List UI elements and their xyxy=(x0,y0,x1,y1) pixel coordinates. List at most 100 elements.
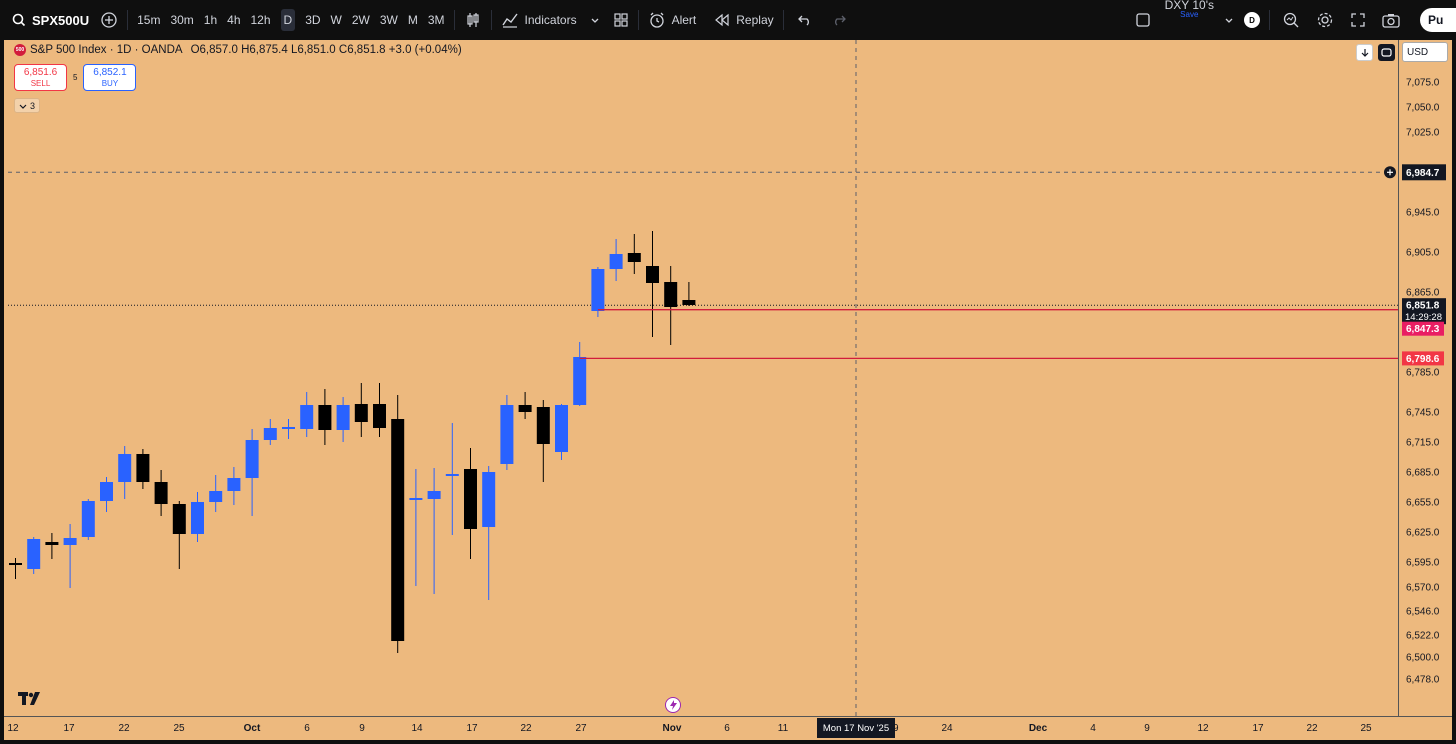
price-axis-tick: 6,522.0 xyxy=(1406,631,1440,642)
candle-body xyxy=(664,282,678,307)
event-flash-icon[interactable] xyxy=(665,697,681,713)
separator xyxy=(490,10,492,30)
time-axis-tick: 17 xyxy=(63,723,75,734)
price-axis-tick: 6,625.0 xyxy=(1406,528,1440,539)
plus-circle-icon xyxy=(101,12,117,28)
legend-ohlc: O6,857.0 H6,875.4 L6,851.0 C6,851.8 +3.0… xyxy=(190,44,462,56)
symbol-logo: 500 xyxy=(14,44,26,56)
publish-button[interactable]: Pu xyxy=(1420,8,1456,32)
fullscreen-button[interactable] xyxy=(1342,0,1374,40)
maximize-pane-button[interactable] xyxy=(1378,44,1395,61)
crosshair-price-badge xyxy=(1402,164,1446,181)
undo-button[interactable] xyxy=(788,0,822,40)
separator xyxy=(637,10,639,30)
candle-body xyxy=(191,502,204,534)
price-axis-tick: 6,905.0 xyxy=(1406,248,1440,259)
tradingview-logo-icon xyxy=(18,692,40,705)
time-axis-tick: 11 xyxy=(778,723,789,734)
maximize-icon xyxy=(1381,48,1392,57)
chevron-down-icon xyxy=(591,18,599,23)
quick-search-button[interactable] xyxy=(1274,0,1308,40)
candle-body xyxy=(81,501,95,537)
indicators-collapse-toggle[interactable]: 3 xyxy=(14,98,41,113)
candle-body xyxy=(591,269,605,311)
price-axis-tick: 7,050.0 xyxy=(1406,103,1440,114)
save-label[interactable]: Save xyxy=(1180,10,1199,19)
crosshair-price-label: 6,984.7 xyxy=(1406,168,1440,179)
symbol-search-button[interactable]: SPX500U xyxy=(0,13,95,28)
layout-name-button[interactable]: DXY 10's Save xyxy=(1160,0,1219,40)
price-axis-tick: 6,570.0 xyxy=(1406,583,1440,594)
time-axis-tick: 9 xyxy=(1144,723,1150,734)
scroll-to-latest-button[interactable] xyxy=(1356,44,1373,61)
layout-dropdown[interactable] xyxy=(1219,0,1239,40)
interval-3d[interactable]: 3D xyxy=(300,0,325,40)
redo-button[interactable] xyxy=(822,0,856,40)
candle-body xyxy=(500,405,514,464)
time-axis-tick: 17 xyxy=(466,723,478,734)
time-axis-tick: 4 xyxy=(1090,723,1096,734)
indicators-button[interactable]: Indicators xyxy=(496,0,582,40)
interval-15m[interactable]: 15m xyxy=(132,0,165,40)
interval-12h[interactable]: 12h xyxy=(246,0,276,40)
legend-title[interactable]: S&P 500 Index · 1D · OANDA xyxy=(30,44,183,56)
separator xyxy=(782,10,784,30)
layouts-button[interactable] xyxy=(608,0,634,40)
candle-body xyxy=(354,404,368,422)
time-axis-tick: 25 xyxy=(1360,723,1372,734)
spread-value: 5 xyxy=(73,73,78,82)
time-axis-tick: 24 xyxy=(941,723,953,734)
last-price-badge xyxy=(1402,298,1446,325)
interval-4h[interactable]: 4h xyxy=(222,0,245,40)
account-avatar[interactable]: D xyxy=(1239,0,1265,40)
replay-button[interactable]: Replay xyxy=(709,0,778,40)
price-axis-tick: 6,500.0 xyxy=(1406,653,1440,664)
interval-w[interactable]: W xyxy=(326,0,347,40)
chart-pane[interactable] xyxy=(4,40,1452,740)
candle-body xyxy=(409,498,423,500)
currency-select[interactable]: USD xyxy=(1402,42,1448,62)
snapshot-button[interactable] xyxy=(1374,0,1408,40)
compare-add-button[interactable] xyxy=(95,0,123,40)
time-axis-tick: 17 xyxy=(1252,723,1264,734)
layout-checkbox[interactable] xyxy=(1126,0,1160,40)
interval-m[interactable]: M xyxy=(403,0,423,40)
time-axis-tick: Dec xyxy=(1029,723,1048,734)
candle-body xyxy=(45,542,59,545)
interval-label: 4h xyxy=(227,13,241,27)
time-axis-tick: 9 xyxy=(359,723,365,734)
candle-body xyxy=(573,357,587,405)
alert-button[interactable]: Alert xyxy=(643,0,702,40)
candle-body xyxy=(154,482,168,504)
price-axis-tick: 6,595.0 xyxy=(1406,558,1440,569)
interval-label: 30m xyxy=(170,13,194,27)
sell-button[interactable]: 6,851.6 SELL xyxy=(14,64,67,91)
time-axis-tick: 22 xyxy=(1306,723,1318,734)
candle-body xyxy=(263,428,277,440)
interval-30m[interactable]: 30m xyxy=(165,0,198,40)
price-axis-tick: 7,075.0 xyxy=(1406,78,1440,89)
interval-3w[interactable]: 3W xyxy=(375,0,403,40)
candle-body xyxy=(27,539,41,569)
time-axis-tick: 22 xyxy=(118,723,130,734)
buy-button[interactable]: 6,852.1 BUY xyxy=(83,64,137,91)
price-axis-tick: 6,685.0 xyxy=(1406,468,1440,479)
interval-2w[interactable]: 2W xyxy=(347,0,375,40)
candle-body xyxy=(100,482,113,501)
interval-label: 15m xyxy=(137,13,161,27)
candle-body xyxy=(518,405,532,412)
candle-body xyxy=(427,491,441,499)
price-axis-tick: 6,546.0 xyxy=(1406,607,1440,618)
tradingview-logo[interactable] xyxy=(18,690,44,711)
indicators-dropdown[interactable] xyxy=(582,0,608,40)
interval-1h[interactable]: 1h xyxy=(199,0,222,40)
interval-3m[interactable]: 3M xyxy=(423,0,450,40)
last-price-label: 6,851.8 xyxy=(1406,301,1440,312)
chart-type-button[interactable] xyxy=(459,0,487,40)
interval-d[interactable]: D xyxy=(276,0,301,40)
settings-button[interactable] xyxy=(1308,0,1342,40)
magnifier-icon xyxy=(1283,12,1299,28)
time-axis-divider xyxy=(4,716,1452,717)
interval-label: 3W xyxy=(379,13,398,27)
